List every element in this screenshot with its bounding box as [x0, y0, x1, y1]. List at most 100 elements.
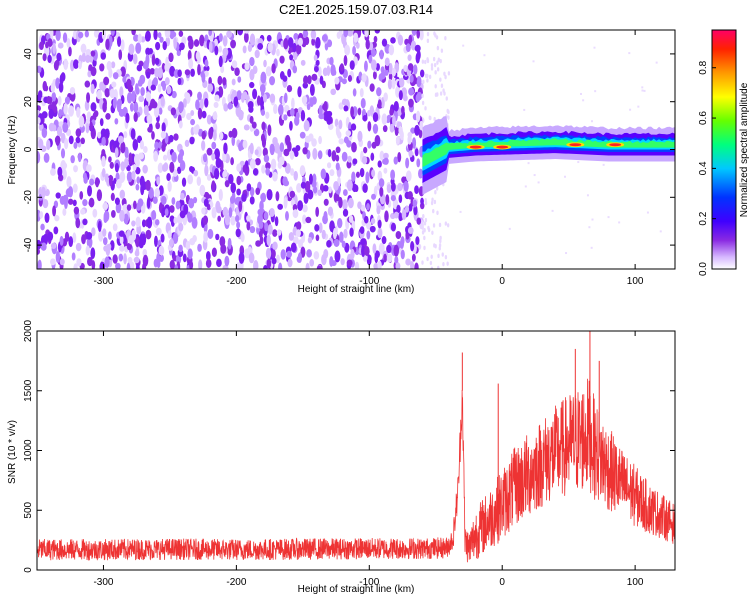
noise-cell	[252, 88, 258, 100]
noise-cell	[128, 235, 135, 245]
noise-cell	[363, 146, 368, 154]
noise-cell	[146, 196, 151, 209]
noise-cell	[115, 202, 122, 214]
noise-cell	[132, 53, 138, 65]
noise-cell	[119, 171, 126, 183]
noise-cell	[123, 131, 128, 139]
noise-cell	[184, 91, 190, 99]
noise-cell	[86, 111, 92, 121]
noise-cell	[401, 209, 407, 221]
noise-cell	[351, 171, 356, 182]
speck	[459, 210, 462, 213]
noise-cell	[394, 256, 399, 265]
noise-cell	[193, 169, 199, 177]
noise-cell	[373, 35, 378, 43]
noise-cell	[105, 38, 110, 50]
noise-cell	[83, 175, 88, 184]
sparse-cell	[426, 78, 429, 83]
noise-cell	[300, 110, 306, 122]
noise-cell	[339, 63, 345, 72]
noise-cell	[343, 105, 349, 112]
noise-cell	[346, 139, 352, 148]
sparse-cell	[426, 58, 430, 64]
noise-cell	[227, 103, 234, 110]
noise-cell	[224, 214, 231, 226]
noise-cell	[408, 34, 413, 46]
noise-cell	[62, 194, 69, 205]
noise-cell	[147, 126, 153, 133]
noise-cell	[126, 78, 132, 88]
noise-cell	[412, 137, 417, 149]
noise-cell	[357, 130, 363, 142]
noise-cell	[201, 72, 206, 83]
noise-cell	[120, 39, 125, 52]
noise-cell	[157, 32, 162, 39]
noise-cell	[270, 158, 277, 171]
noise-cell	[237, 30, 244, 36]
hot-spot-core	[569, 143, 582, 147]
sparse-cell	[435, 186, 439, 191]
noise-cell	[151, 210, 157, 221]
noise-cell	[189, 238, 196, 246]
noise-cell	[118, 253, 124, 262]
noise-cell	[389, 123, 395, 133]
noise-cell	[214, 94, 220, 102]
noise-cell	[289, 150, 295, 160]
noise-cell	[85, 123, 90, 134]
spectrogram-y-label: Frequency (Hz)	[7, 116, 18, 185]
noise-cell	[350, 248, 355, 260]
noise-cell	[193, 39, 200, 47]
noise-cell	[254, 157, 261, 166]
noise-cell	[206, 251, 211, 261]
noise-cell	[87, 70, 92, 78]
noise-cell	[263, 93, 267, 103]
noise-cell	[244, 248, 251, 259]
noise-cell	[363, 215, 369, 224]
noise-cell	[286, 250, 292, 258]
noise-cell	[75, 128, 82, 138]
noise-cell	[396, 204, 401, 214]
noise-cell	[187, 248, 193, 260]
noise-cell	[158, 107, 163, 115]
noise-cell	[41, 111, 48, 119]
noise-cell	[55, 30, 61, 41]
snr-panel: -300 -200 -100 0 100 0 500 1000 1500 2000 Height…	[7, 319, 676, 595]
noise-cell	[173, 133, 179, 141]
noise-cell	[299, 165, 306, 177]
noise-cell	[42, 53, 47, 62]
noise-cell	[377, 160, 382, 168]
noise-cell	[296, 255, 302, 263]
noise-cell	[218, 188, 223, 201]
noise-cell	[360, 98, 366, 109]
noise-cell	[388, 44, 395, 56]
spectrogram-x-tick-label: -300	[93, 276, 113, 287]
noise-cell	[187, 35, 193, 42]
speck	[629, 108, 632, 111]
noise-cell	[254, 49, 260, 59]
sparse-cell	[439, 238, 442, 244]
noise-cell	[133, 200, 137, 210]
noise-cell	[379, 49, 384, 60]
noise-cell	[266, 234, 271, 246]
noise-cell	[390, 169, 396, 181]
noise-cell	[357, 201, 362, 210]
noise-cell	[243, 124, 250, 131]
noise-cell	[152, 101, 158, 109]
noise-cell	[407, 135, 412, 145]
noise-cell	[414, 44, 421, 52]
noise-cell	[409, 74, 414, 83]
noise-cell	[195, 99, 200, 111]
noise-cell	[313, 54, 318, 62]
noise-cell	[335, 146, 341, 154]
noise-cell	[330, 88, 337, 96]
noise-cell	[300, 181, 306, 189]
noise-cell	[362, 183, 368, 193]
noise-cell	[145, 179, 151, 191]
noise-cell	[101, 168, 106, 178]
noise-cell	[193, 196, 198, 204]
noise-cell	[408, 150, 413, 158]
speck	[564, 175, 567, 178]
noise-cell	[124, 146, 129, 159]
noise-cell	[84, 80, 91, 88]
